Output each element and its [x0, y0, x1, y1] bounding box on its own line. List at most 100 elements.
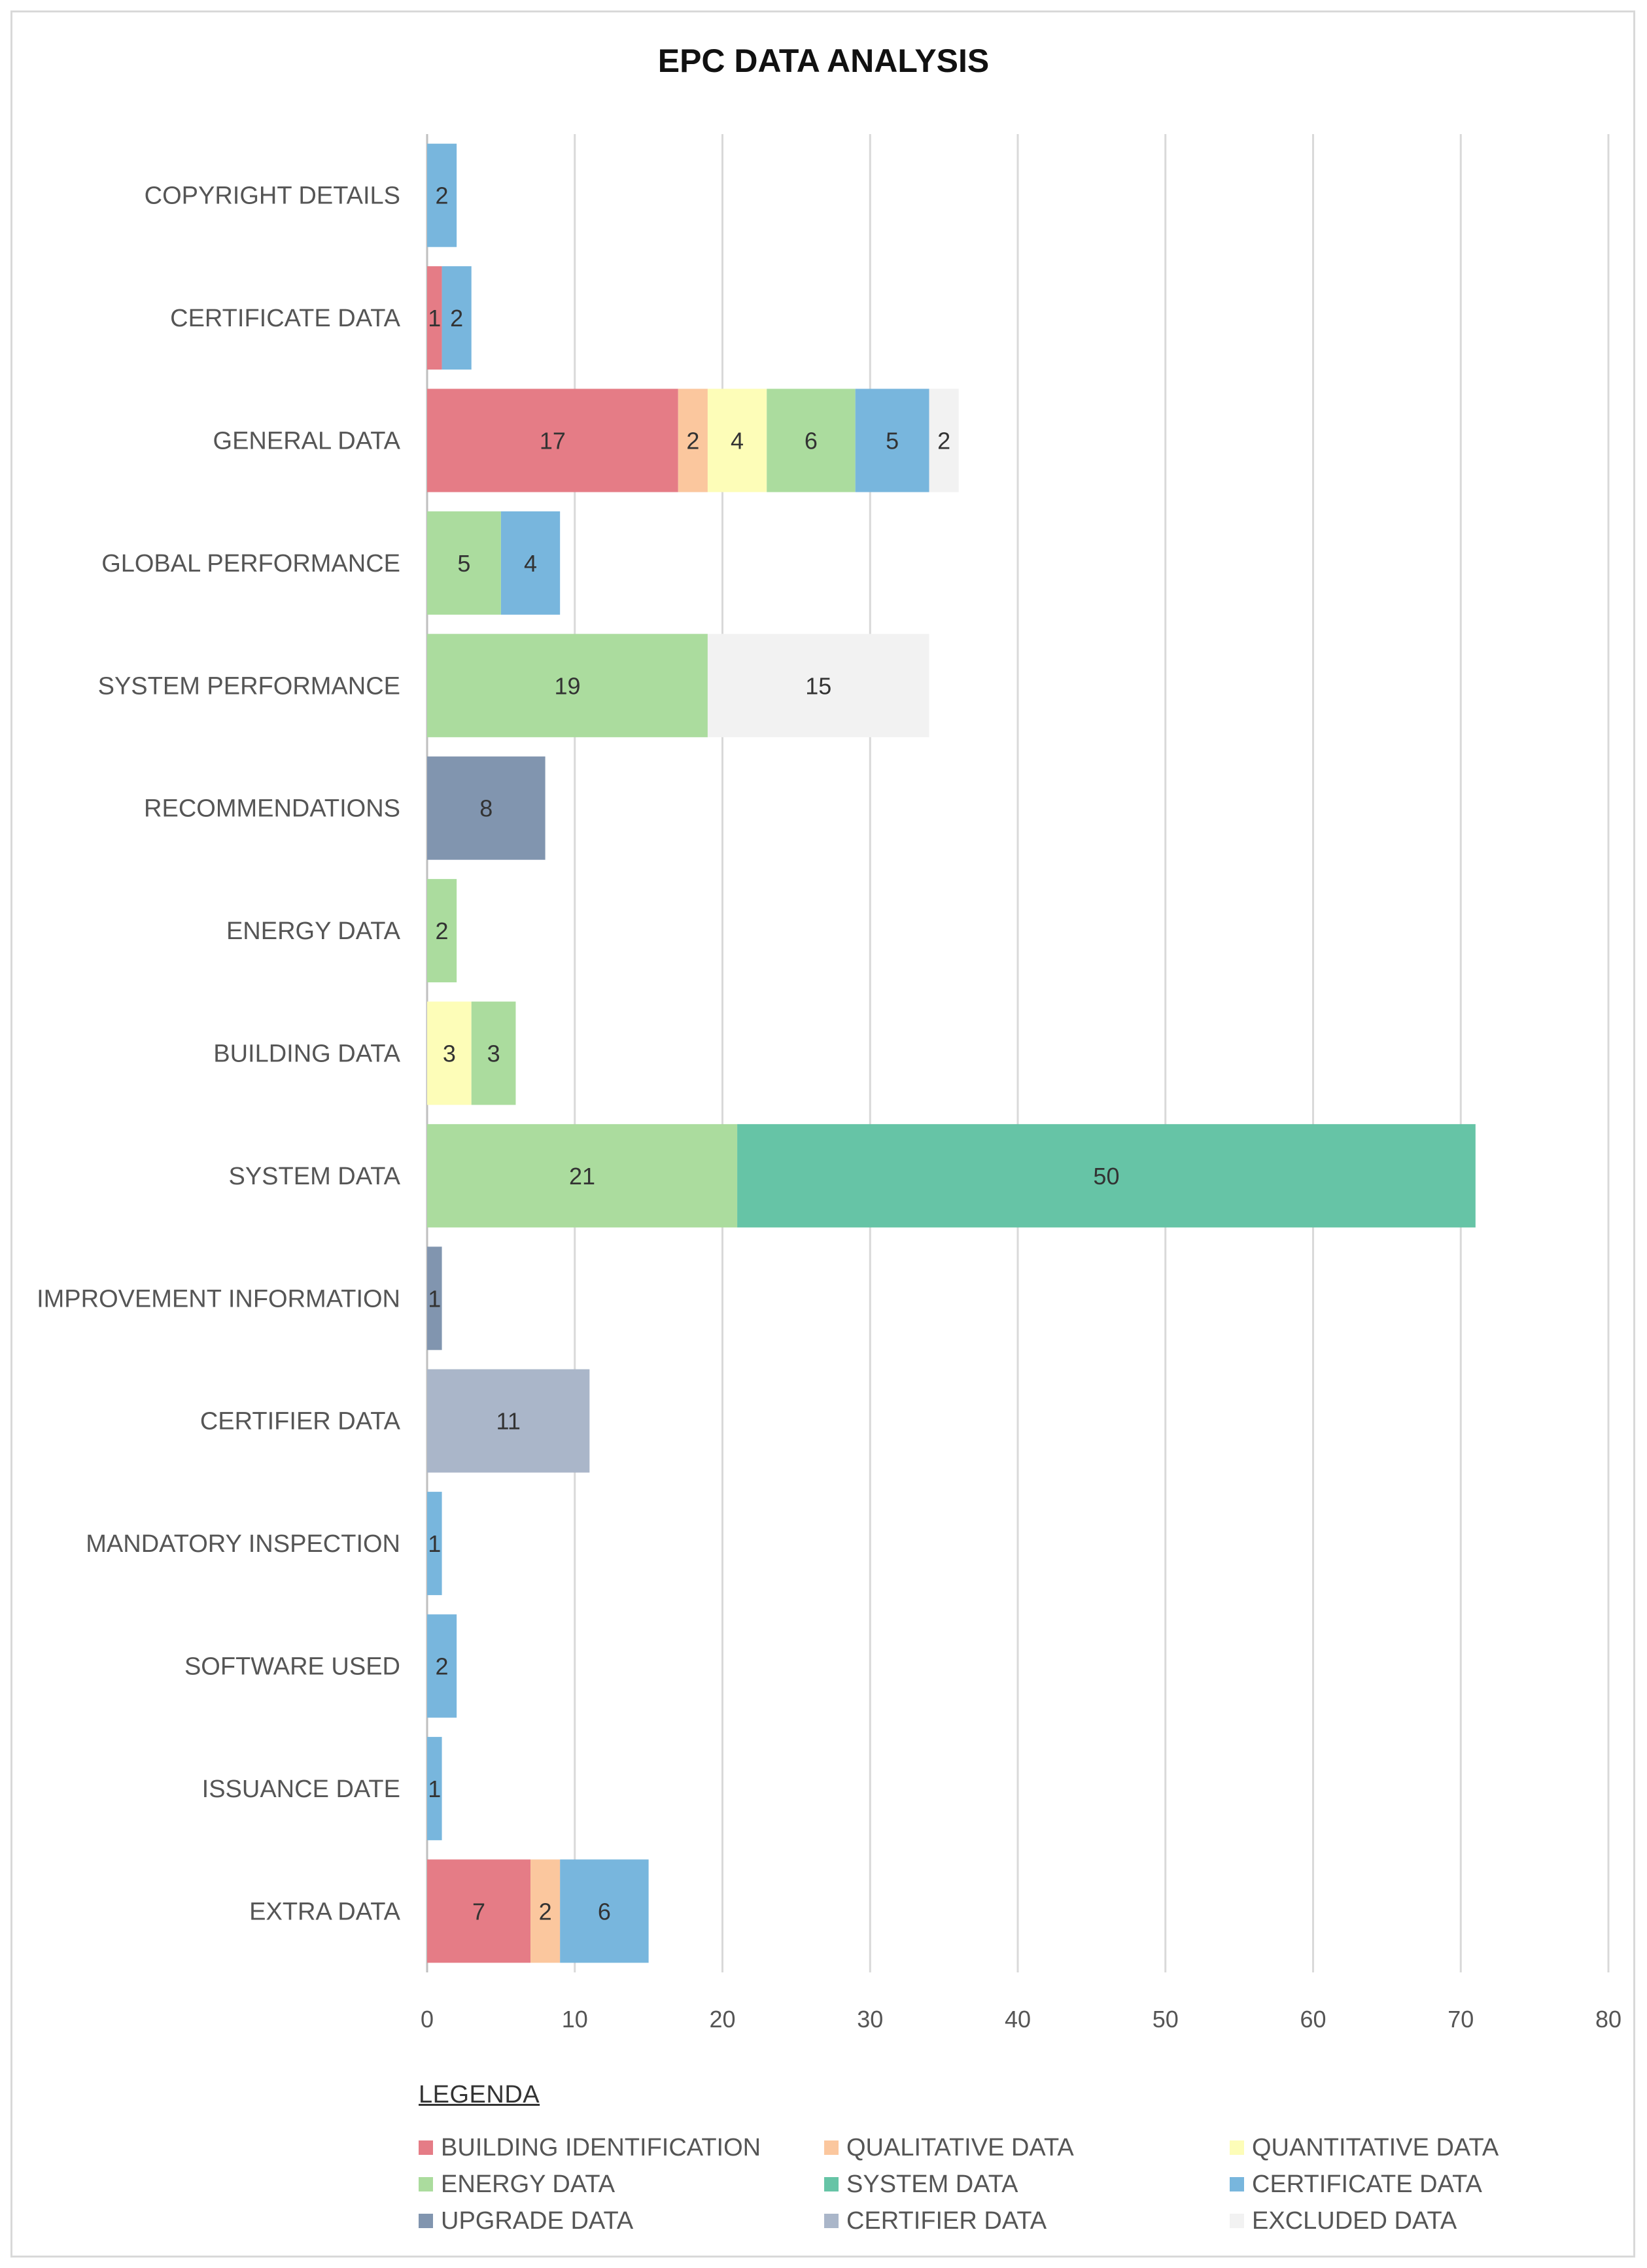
bar-segment — [427, 511, 501, 615]
x-tick-label: 50 — [1153, 2006, 1179, 2033]
legend-item: ENERGY DATA — [419, 2167, 824, 2201]
x-tick-labels: 0 10 20 30 40 50 60 70 80 — [421, 2006, 1621, 2033]
category-label: CERTIFICATE DATA — [170, 305, 401, 332]
bar-segment — [427, 1614, 457, 1718]
bar-segment — [427, 388, 678, 492]
category-label: ISSUANCE DATE — [202, 1776, 400, 1803]
data-label: 2 — [436, 1653, 449, 1680]
x-tick-label: 30 — [857, 2006, 883, 2033]
category-label: GENERAL DATA — [213, 428, 401, 455]
data-label: 1 — [428, 305, 441, 332]
bar-segment — [767, 388, 856, 492]
data-label: 1 — [428, 1285, 441, 1312]
bar-segment — [560, 1859, 649, 1963]
category-label: RECOMMENDATIONS — [144, 795, 400, 823]
legend-label: BUILDING IDENTIFICATION — [441, 2133, 761, 2161]
bar-segment — [427, 756, 546, 860]
bar-segment — [427, 143, 457, 247]
data-label: 3 — [487, 1040, 500, 1067]
data-label: 8 — [479, 795, 493, 822]
legend-item: QUANTITATIVE DATA — [1230, 2131, 1531, 2165]
data-label: 2 — [436, 182, 449, 209]
legend-label: UPGRADE DATA — [441, 2207, 634, 2235]
data-label: 6 — [598, 1898, 611, 1925]
data-label: 1 — [428, 1776, 441, 1802]
data-label: 2 — [539, 1898, 552, 1925]
x-tick-label: 10 — [562, 2006, 588, 2033]
data-label: 2 — [686, 428, 699, 455]
bar-segment — [530, 1859, 561, 1963]
category-labels: COPYRIGHT DETAILS CERTIFICATE DATA GENERAL… — [37, 182, 401, 1926]
legend-swatch — [824, 2140, 839, 2155]
bar-segment — [427, 1736, 442, 1840]
bar-segment — [855, 388, 929, 492]
legend-label: SYSTEM DATA — [846, 2170, 1018, 2198]
legend-swatch — [419, 2214, 433, 2228]
bar-segment — [427, 266, 442, 370]
bar-segment — [427, 1492, 442, 1596]
data-label: 1 — [428, 1530, 441, 1557]
category-label: BUILDING DATA — [213, 1040, 400, 1068]
x-tick-label: 70 — [1448, 2006, 1474, 2033]
bar-segment — [427, 1001, 472, 1105]
legend-swatch — [419, 2140, 433, 2155]
category-label: CERTIFIER DATA — [200, 1408, 401, 1435]
data-label: 4 — [524, 550, 537, 577]
chart-title: EPC DATA ANALYSIS — [658, 43, 990, 79]
legend-swatch — [419, 2177, 433, 2191]
data-label: 2 — [436, 918, 449, 944]
legend-item: EXCLUDED DATA — [1230, 2204, 1531, 2238]
legend-label: CERTIFICATE DATA — [1252, 2170, 1482, 2198]
legend-item: CERTIFICATE DATA — [1230, 2167, 1531, 2201]
category-label: SYSTEM PERFORMANCE — [98, 672, 400, 700]
bar-segment — [707, 388, 767, 492]
legend-swatch — [824, 2177, 839, 2191]
data-label: 50 — [1093, 1163, 1119, 1190]
legend-item: SYSTEM DATA — [824, 2167, 1230, 2201]
bar-segment — [427, 1859, 531, 1963]
data-label: 21 — [569, 1163, 595, 1190]
legend-swatch — [1230, 2177, 1244, 2191]
bar-segment — [707, 634, 929, 738]
legend-label: CERTIFIER DATA — [846, 2207, 1047, 2235]
legend-item: QUALITATIVE DATA — [824, 2131, 1230, 2165]
category-label: SOFTWARE USED — [184, 1653, 400, 1681]
x-tick-label: 20 — [709, 2006, 735, 2033]
legend-item: UPGRADE DATA — [419, 2204, 824, 2238]
legend-item: CERTIFIER DATA — [824, 2204, 1230, 2238]
category-label: IMPROVEMENT INFORMATION — [37, 1285, 400, 1313]
x-tick-label: 0 — [421, 2006, 434, 2033]
bar-segment — [471, 1001, 516, 1105]
data-label: 7 — [472, 1898, 485, 1925]
category-label: COPYRIGHT DETAILS — [145, 182, 400, 210]
bar-segment — [427, 1369, 590, 1473]
bar-segment — [427, 879, 457, 983]
data-label: 5 — [886, 428, 899, 455]
legend-label: ENERGY DATA — [441, 2170, 615, 2198]
category-label: GLOBAL PERFORMANCE — [101, 550, 400, 577]
x-tick-label: 80 — [1595, 2006, 1621, 2033]
data-label: 3 — [443, 1040, 456, 1067]
data-label: 19 — [554, 672, 580, 699]
bar-segment — [500, 511, 561, 615]
bar-segment — [737, 1124, 1476, 1228]
legend-swatch — [1230, 2140, 1244, 2155]
bar-segment — [929, 388, 959, 492]
data-label: 5 — [457, 550, 470, 577]
data-label: 17 — [540, 428, 566, 455]
data-label: 4 — [731, 428, 744, 455]
legend: BUILDING IDENTIFICATION QUALITATIVE DATA Q… — [419, 2131, 1531, 2238]
legend-item: BUILDING IDENTIFICATION — [419, 2131, 824, 2165]
legend-swatch — [824, 2214, 839, 2228]
category-label: SYSTEM DATA — [228, 1163, 400, 1190]
legend-swatch — [1230, 2214, 1244, 2228]
data-label: 11 — [496, 1408, 520, 1435]
data-label: 2 — [450, 305, 463, 332]
legend-label: QUALITATIVE DATA — [846, 2133, 1074, 2161]
category-label: ENERGY DATA — [226, 918, 401, 945]
bar-segment — [427, 1246, 442, 1350]
data-label: 15 — [805, 672, 831, 699]
bar-segments — [427, 143, 1476, 1963]
category-label: EXTRA DATA — [249, 1898, 401, 1925]
